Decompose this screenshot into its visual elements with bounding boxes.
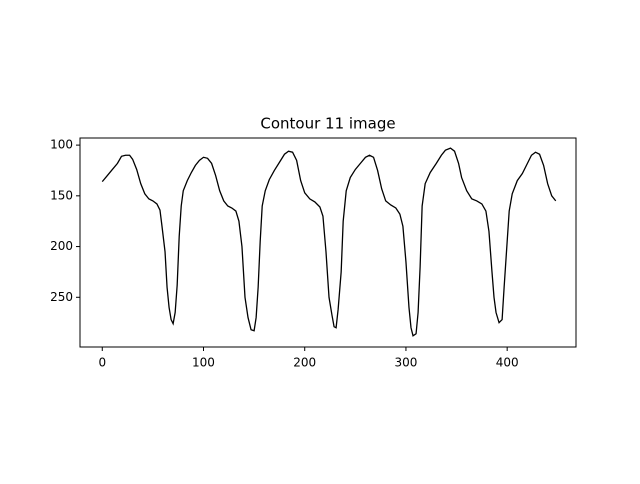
y-tick-label: 250 (50, 290, 73, 304)
chart-title: Contour 11 image (260, 115, 395, 133)
axes-frame (79, 137, 577, 348)
y-tick-label: 200 (50, 239, 73, 253)
x-tick-label: 300 (394, 356, 417, 370)
data-line (101, 147, 557, 337)
x-tick-label: 0 (98, 356, 106, 370)
x-tick-label: 200 (293, 356, 316, 370)
x-tick-label: 400 (496, 356, 519, 370)
x-tick-label: 100 (192, 356, 215, 370)
y-tick-label: 100 (50, 138, 73, 152)
y-tick-label: 150 (50, 188, 73, 202)
